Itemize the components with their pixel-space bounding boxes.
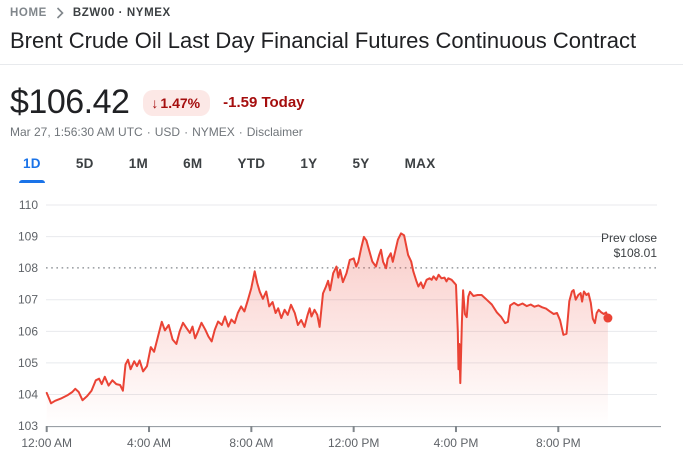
y-axis-label: 108 [18, 261, 38, 275]
y-axis-label: 106 [18, 324, 38, 338]
x-axis-label: 8:00 AM [229, 436, 273, 450]
tab-ytd[interactable]: YTD [235, 152, 267, 183]
change-today: -1.59 Today [223, 94, 305, 111]
meta-separator: · [238, 125, 243, 139]
down-arrow-icon: ↓ [151, 94, 159, 111]
change-percent-badge: ↓ 1.47% [143, 89, 211, 116]
prev-close-label: Prev close $108.01 [601, 231, 657, 261]
prev-close-value: $108.01 [613, 246, 657, 260]
tab-5y[interactable]: 5Y [350, 152, 371, 183]
tab-5d[interactable]: 5D [74, 152, 96, 183]
y-axis-label: 105 [18, 356, 38, 370]
y-axis-label: 110 [19, 198, 38, 212]
last-price-dot [603, 313, 613, 323]
tab-max[interactable]: MAX [403, 152, 438, 183]
y-axis-label: 104 [18, 387, 38, 401]
breadcrumb-home-link[interactable]: HOME [10, 7, 47, 19]
tab-6m[interactable]: 6M [181, 152, 204, 183]
tab-1y[interactable]: 1Y [298, 152, 319, 183]
quote-row: $106.42 ↓ 1.47% -1.59 Today [10, 83, 305, 122]
disclaimer-link[interactable]: Disclaimer [246, 125, 303, 139]
quote-timestamp: Mar 27, 1:56:30 AM UTC [10, 125, 143, 139]
change-percent-value: 1.47% [160, 94, 201, 111]
chart-canvas: 110 109 108 107 106 105 104 103 12:00 AM 4:00 AM 8… [18, 198, 661, 450]
tab-1d[interactable]: 1D [19, 152, 45, 183]
quote-exchange: NYMEX [192, 125, 235, 139]
breadcrumb-chevron-icon [56, 7, 64, 19]
y-axis-label: 103 [18, 419, 38, 433]
y-axis-label: 109 [18, 230, 38, 244]
page-title: Brent Crude Oil Last Day Financial Futur… [10, 28, 637, 53]
y-axis-label: 107 [18, 293, 38, 307]
price-chart[interactable]: 110 109 108 107 106 105 104 103 12:00 AM 4:00 AM 8… [0, 190, 683, 466]
header-divider [0, 64, 683, 65]
x-axis-label: 4:00 AM [127, 436, 171, 450]
price-area [46, 233, 608, 427]
quote-meta: Mar 27, 1:56:30 AM UTC · USD · NYMEX · Disclai… [10, 125, 303, 139]
prev-close-text: Prev close [600, 231, 657, 245]
range-tabs: 1D 5D 1M 6M YTD 1Y 5Y MAX [19, 152, 438, 183]
price-line [45, 232, 609, 405]
breadcrumb: HOME BZW00 · NYMEX [10, 7, 171, 19]
x-axis-label: 12:00 AM [21, 436, 72, 450]
x-axis-label: 4:00 PM [434, 436, 479, 450]
current-price: $106.42 [10, 83, 130, 121]
quote-currency: USD [154, 125, 181, 139]
tab-1m[interactable]: 1M [127, 152, 150, 183]
x-axis-label: 12:00 PM [328, 436, 379, 450]
breadcrumb-symbol: BZW00 · NYMEX [72, 7, 171, 19]
x-axis-label: 8:00 PM [536, 436, 581, 450]
meta-separator: · [184, 125, 189, 139]
meta-separator: · [146, 125, 151, 139]
